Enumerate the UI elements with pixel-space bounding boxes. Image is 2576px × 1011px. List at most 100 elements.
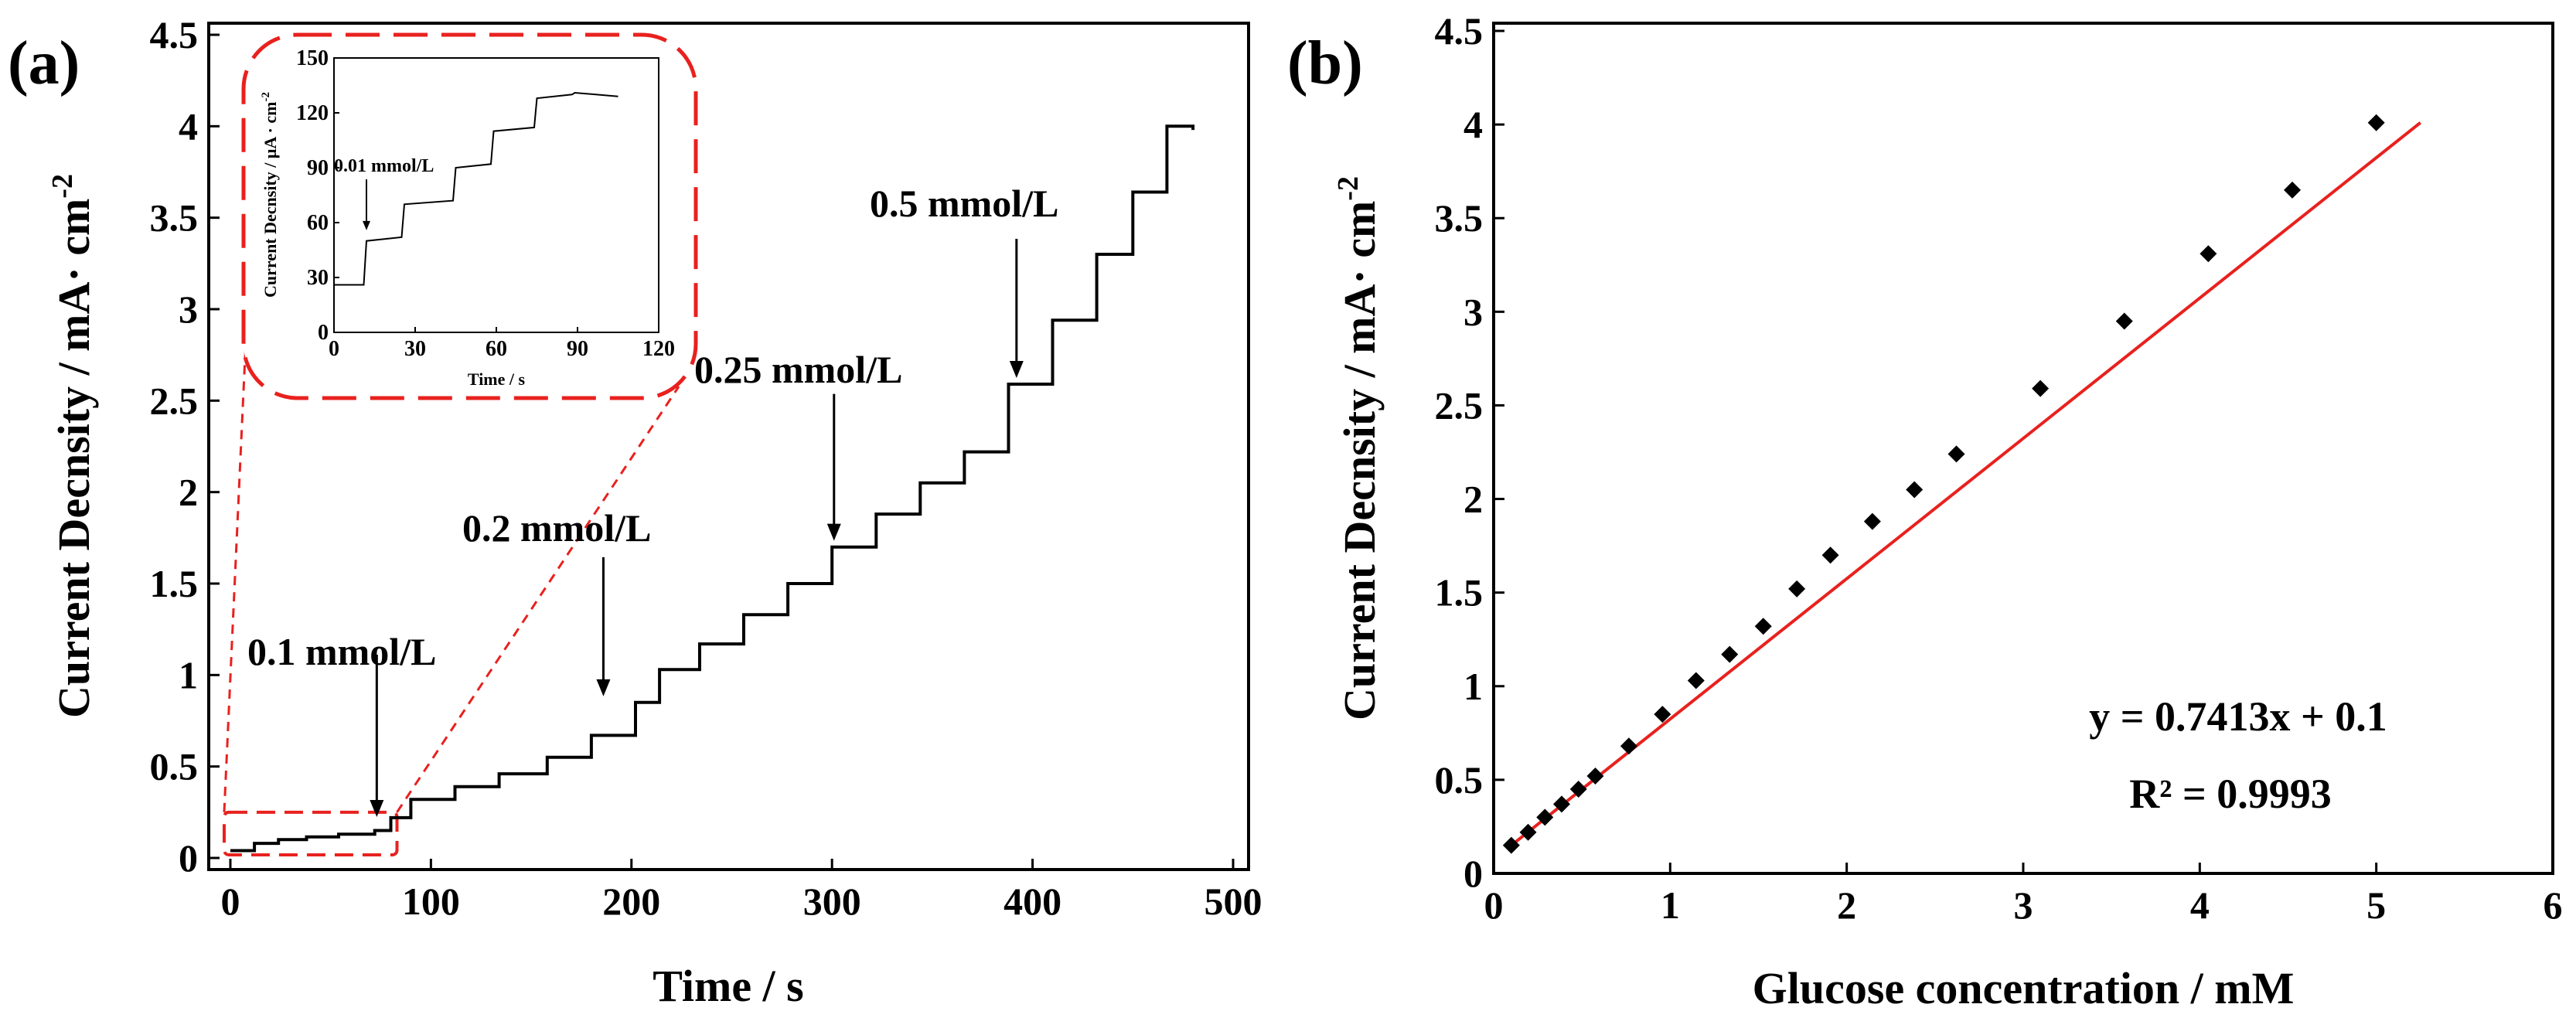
annotation-arrow-head xyxy=(826,523,841,541)
panel-b-xtick-label: 5 xyxy=(2366,883,2386,927)
panel-b-ytick-label: 4.5 xyxy=(1435,9,1484,53)
panel-b-xtick-label: 4 xyxy=(2190,883,2210,927)
inset-xtick-label: 90 xyxy=(567,337,588,361)
inset-annotation: 0.01 mmol/L xyxy=(334,156,434,230)
data-point xyxy=(1947,445,1965,463)
panel-b-ytick-label: 2 xyxy=(1463,478,1483,521)
data-point xyxy=(1906,481,1923,499)
data-point xyxy=(1536,808,1554,826)
panel-b-xtick-label: 1 xyxy=(1661,883,1680,927)
calibration-points xyxy=(1502,114,2385,854)
panel-b-ylabel-sup: -2 xyxy=(1332,176,1365,201)
inset-concentration-label: 0.01 mmol/L xyxy=(334,156,434,176)
inset-ylabel-sup: -2 xyxy=(260,92,272,102)
inset-arrow-head xyxy=(363,220,370,230)
data-point xyxy=(1569,781,1587,798)
concentration-label: 0.2 mmol/L xyxy=(462,506,651,550)
panel-a-xtick-label: 500 xyxy=(1205,880,1262,923)
panel-b-label: (b) xyxy=(1287,29,1363,97)
data-point xyxy=(2367,114,2385,131)
inset-ticks: 0 30 60 90 120 0 30 60 90 120 150 xyxy=(296,46,675,361)
inset-xtick-label: 60 xyxy=(486,337,507,361)
panel-a-xtick-label: 0 xyxy=(220,880,240,923)
data-point xyxy=(1821,546,1839,564)
panel-a-ytick-label: 3.5 xyxy=(150,196,199,240)
panel-b-ylabel-text: Current Decnsity / mA· cm xyxy=(1334,201,1385,720)
panel-a-xtick-label: 200 xyxy=(602,880,660,923)
panel-b-ytick-label: 0 xyxy=(1463,852,1483,895)
annotation-arrow-head xyxy=(1009,361,1024,379)
data-point xyxy=(2032,380,2050,397)
inset-ytick-label: 90 xyxy=(307,156,329,180)
panel-b-plot-frame xyxy=(1492,22,2554,875)
inset-xtick-label: 0 xyxy=(329,337,339,361)
panel-b-ytick-label: 1.5 xyxy=(1435,571,1484,614)
inset-chart: 0 30 60 90 120 0 30 60 90 120 150 0.01 mmol/L Time… xyxy=(241,32,698,400)
panel-b-ytick-label: 1 xyxy=(1463,665,1483,708)
panel-a-ytick-label: 3 xyxy=(179,288,198,331)
panel-b: (b) 0 1 2 3 4 5 6 0 0.5 1 1.5 2 2.5 3 3.5 4 4.5 y = 0.74… xyxy=(1287,9,2563,1011)
panel-a: (a) 0 100 200 300 400 50000.511.522.533.544.5… xyxy=(8,13,1262,1011)
inset-ytick-label: 120 xyxy=(296,101,329,125)
concentration-annotations: 0.1 mmol/L 0.2 mmol/L 0.25 mmol/L 0.5 mmol/… xyxy=(247,182,1058,818)
concentration-label: 0.25 mmol/L xyxy=(694,348,902,391)
panel-a-ytick-label: 4 xyxy=(179,104,198,148)
data-point xyxy=(1863,512,1881,530)
inset-xtick-label: 30 xyxy=(404,337,426,361)
data-point xyxy=(1754,618,1772,635)
linear-fit-line xyxy=(1510,121,2421,847)
panel-a-ytick-label: 1.5 xyxy=(150,562,199,605)
data-point xyxy=(1654,706,1671,723)
panel-b-xtick-label: 3 xyxy=(2014,883,2033,927)
annotation-arrow-head xyxy=(596,679,611,696)
data-point xyxy=(1687,672,1705,689)
panel-a-ytick-label: 4.5 xyxy=(150,13,199,56)
zoom-connector-left xyxy=(223,339,247,812)
panel-a-ytick-label: 1 xyxy=(179,653,198,696)
panel-a-xlabel: Time / s xyxy=(653,961,804,1011)
data-point xyxy=(2199,245,2217,263)
inset-ytick-label: 150 xyxy=(296,46,329,70)
panel-b-xtick-label: 2 xyxy=(1837,883,1856,927)
data-point xyxy=(1620,737,1637,755)
panel-a-xtick-label: 400 xyxy=(1003,880,1061,923)
panel-a-ylabel-text: Current Decnsity / mA· cm xyxy=(49,199,99,718)
panel-a-ytick-label: 2 xyxy=(179,471,198,514)
amperometric-trace xyxy=(230,124,1195,853)
panel-a-plot-frame xyxy=(207,22,1250,871)
concentration-label: 0.5 mmol/L xyxy=(870,182,1058,225)
data-point xyxy=(1502,836,1520,854)
panel-b-xtick-label: 0 xyxy=(1484,883,1504,927)
zoom-callout xyxy=(222,339,680,857)
panel-a-ytick-label: 2.5 xyxy=(150,379,199,422)
panel-b-xtick-label: 6 xyxy=(2544,883,2563,927)
data-point xyxy=(1586,768,1604,785)
panel-b-ytick-label: 4 xyxy=(1463,103,1483,146)
inset-ylabel: Current Decnsity / μA · cm-2 xyxy=(260,92,280,298)
inset-xlabel: Time / s xyxy=(468,369,526,389)
inset-ytick-label: 0 xyxy=(318,321,329,345)
panel-b-ticks: 0 1 2 3 4 5 6 0 0.5 1 1.5 2 2.5 3 3.5 4 4.5 xyxy=(1435,9,2563,927)
data-point xyxy=(1519,823,1537,841)
inset-callout-box xyxy=(241,32,698,400)
panel-a-xtick-label: 300 xyxy=(803,880,861,923)
panel-a-label: (a) xyxy=(8,29,80,97)
inset-ytick-label: 60 xyxy=(307,211,329,235)
panel-a-ytick-label: 0 xyxy=(179,836,198,880)
data-point xyxy=(2115,312,2133,330)
data-point xyxy=(1553,795,1571,813)
panel-a-xtick-label: 100 xyxy=(402,880,460,923)
panel-b-xlabel: Glucose concentration / mM xyxy=(1753,963,2295,1011)
concentration-label: 0.1 mmol/L xyxy=(247,630,436,673)
fit-equation: y = 0.7413x + 0.1 xyxy=(2089,693,2387,740)
panel-b-ytick-label: 3 xyxy=(1463,290,1483,333)
panel-b-ytick-label: 2.5 xyxy=(1435,383,1484,427)
data-point xyxy=(1721,645,1739,663)
panel-a-ytick-label: 0.5 xyxy=(150,745,199,788)
zoom-connector-right xyxy=(396,386,680,813)
r-squared: R² = 0.9993 xyxy=(2129,771,2331,817)
inset-trace xyxy=(334,91,618,286)
data-point xyxy=(2284,181,2302,199)
